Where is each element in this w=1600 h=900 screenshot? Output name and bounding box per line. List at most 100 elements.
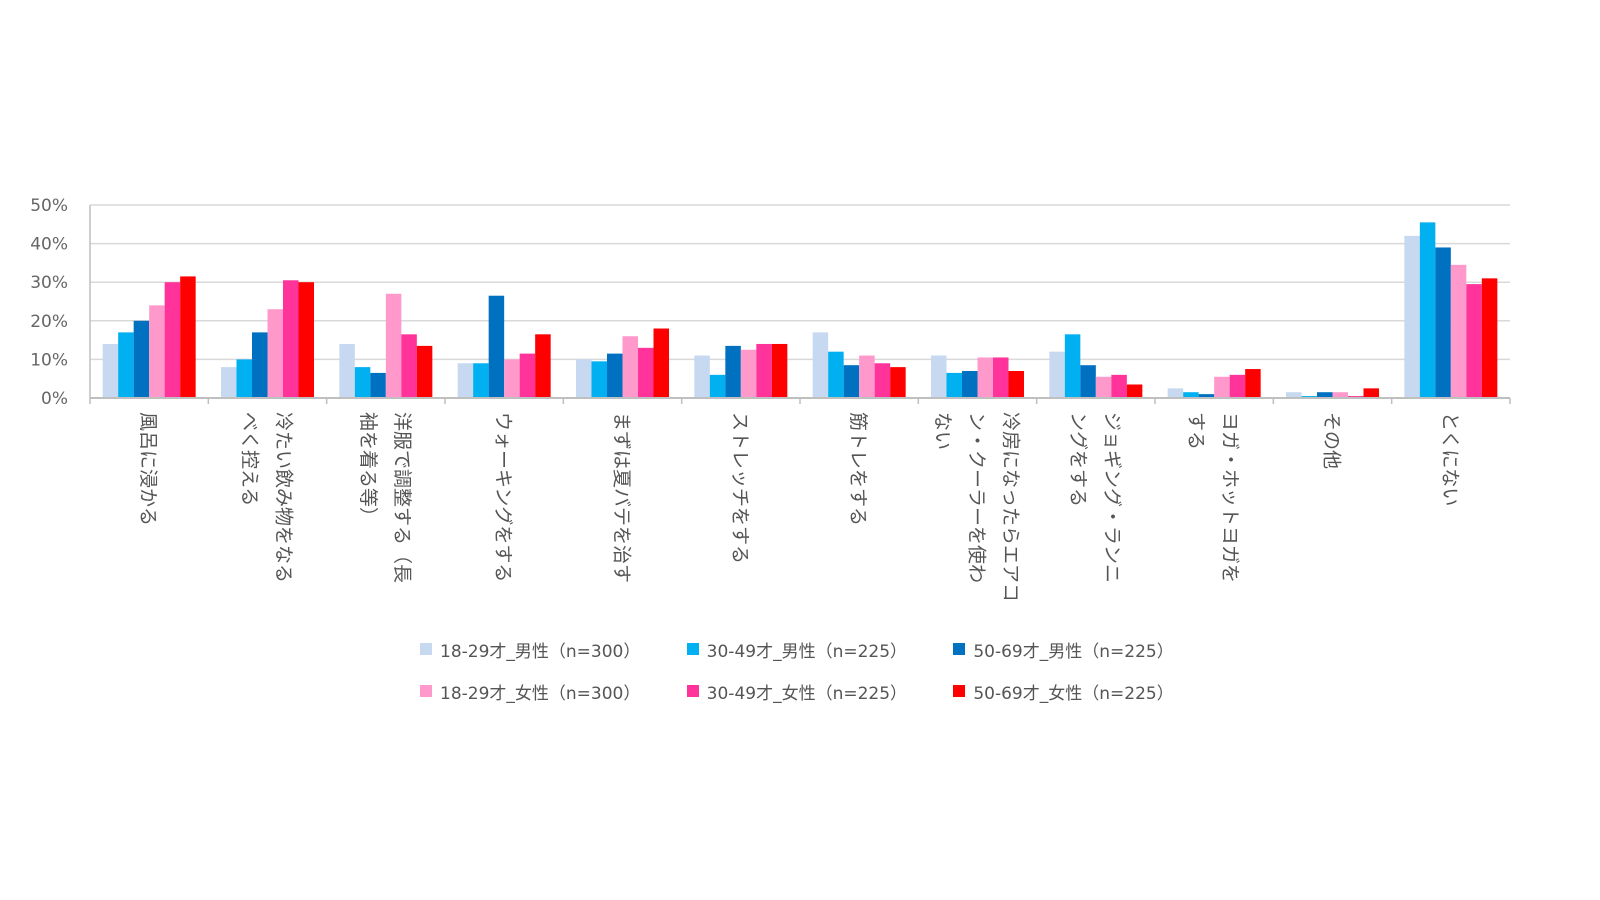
bar xyxy=(416,345,433,398)
bar xyxy=(1229,374,1246,398)
y-tick-label: 20% xyxy=(30,312,68,332)
bar xyxy=(102,343,119,398)
bar xyxy=(1049,351,1065,398)
bar xyxy=(385,293,402,398)
bar xyxy=(1008,370,1024,398)
bar xyxy=(771,343,788,398)
legend-swatch xyxy=(953,643,966,655)
bar xyxy=(1245,369,1261,398)
legend-swatch xyxy=(686,685,699,697)
legend-item: 50-69才_男性（n=225） xyxy=(953,637,1220,662)
bar xyxy=(1435,247,1451,398)
y-tick-label: 30% xyxy=(30,273,68,293)
category-label: まずは夏バテを治す xyxy=(611,412,633,583)
bar xyxy=(1183,392,1199,398)
bar xyxy=(946,372,962,398)
legend-row-female: 18-29才_女性（n=300） 30-49才_女性（n=225） 50-69才… xyxy=(420,670,1220,712)
bar xyxy=(859,355,875,398)
y-tick-label: 10% xyxy=(30,350,68,370)
category-label: 風呂に浸かる xyxy=(137,412,159,526)
bar xyxy=(1404,235,1420,398)
bar xyxy=(283,280,299,398)
category-label: 袖を着る等） xyxy=(357,412,379,526)
bar xyxy=(607,353,623,398)
y-axis-tick-labels: 0% 10% 20% 30% 40% 50% xyxy=(30,196,68,409)
legend-label: 30-49才_女性（n=225） xyxy=(706,683,908,704)
bar xyxy=(118,332,134,398)
bar xyxy=(993,357,1009,398)
legend-row-male: 18-29才_男性（n=300） 30-49才_男性（n=225） 50-69才… xyxy=(420,628,1220,670)
bar xyxy=(339,343,355,398)
category-label: その他 xyxy=(1321,412,1343,469)
category-label: 洋服で調整する（長 xyxy=(391,412,413,583)
legend-label: 18-29才_女性（n=300） xyxy=(440,683,641,704)
legend-item: 50-69才_女性（n=225） xyxy=(953,679,1220,704)
bar xyxy=(1167,388,1184,398)
bar xyxy=(519,353,536,398)
bar xyxy=(236,359,252,398)
y-tick-label: 50% xyxy=(30,196,68,216)
category-label: 冷たい飲み物をなる xyxy=(273,412,295,583)
bar xyxy=(874,363,891,398)
bar xyxy=(221,367,237,398)
bar xyxy=(457,363,474,398)
bar xyxy=(1332,392,1348,398)
bar xyxy=(828,351,844,398)
bar xyxy=(1064,334,1081,398)
bar xyxy=(1317,392,1333,398)
bar xyxy=(709,374,726,398)
category-label: する xyxy=(1185,412,1207,450)
category-label: ウォーキングをする xyxy=(492,412,514,582)
bar xyxy=(1126,384,1143,398)
bar xyxy=(535,334,551,398)
bar xyxy=(1080,365,1096,398)
bar xyxy=(1363,388,1379,398)
category-label: ない xyxy=(932,412,954,450)
bar xyxy=(401,334,417,398)
bar xyxy=(576,359,592,398)
legend-swatch xyxy=(420,685,432,697)
bar xyxy=(890,367,906,398)
bar xyxy=(638,347,654,398)
bar xyxy=(653,328,669,398)
bar xyxy=(622,336,638,398)
bar xyxy=(252,332,268,398)
bar xyxy=(1095,376,1112,398)
bar xyxy=(1466,284,1482,398)
category-label: べく控える xyxy=(239,412,261,506)
legend-swatch xyxy=(686,643,699,655)
legend-item: 30-49才_男性（n=225） xyxy=(686,637,954,662)
bar xyxy=(473,363,489,398)
legend-label: 30-49才_男性（n=225） xyxy=(706,641,908,662)
y-tick-label: 0% xyxy=(41,389,68,409)
bar xyxy=(1419,222,1436,398)
legend-swatch xyxy=(953,685,966,697)
legend-label: 50-69才_女性（n=225） xyxy=(973,683,1174,704)
bar xyxy=(812,332,829,398)
bar xyxy=(267,309,283,398)
legend: 18-29才_男性（n=300） 30-49才_男性（n=225） 50-69才… xyxy=(420,628,1220,712)
legend-item: 30-49才_女性（n=225） xyxy=(686,679,954,704)
bar xyxy=(180,276,196,398)
bar xyxy=(977,357,993,398)
bar xyxy=(149,305,165,398)
category-label: ジョギング・ランニ xyxy=(1101,412,1123,583)
bar xyxy=(370,372,386,398)
bar xyxy=(504,359,520,398)
x-axis xyxy=(89,205,1511,404)
bar xyxy=(298,282,314,398)
category-label: 冷房になったらエアコ xyxy=(1000,412,1022,602)
bar xyxy=(133,320,150,398)
bar xyxy=(694,355,710,398)
bar xyxy=(962,370,978,398)
bar xyxy=(488,295,505,398)
legend-label: 50-69才_男性（n=225） xyxy=(973,641,1174,662)
bar xyxy=(591,361,607,398)
legend-swatch xyxy=(420,643,432,655)
bar xyxy=(1198,394,1215,398)
bar xyxy=(1481,278,1498,398)
bar xyxy=(1111,374,1127,398)
legend-label: 18-29才_男性（n=300） xyxy=(440,641,641,662)
bar xyxy=(1286,392,1302,398)
